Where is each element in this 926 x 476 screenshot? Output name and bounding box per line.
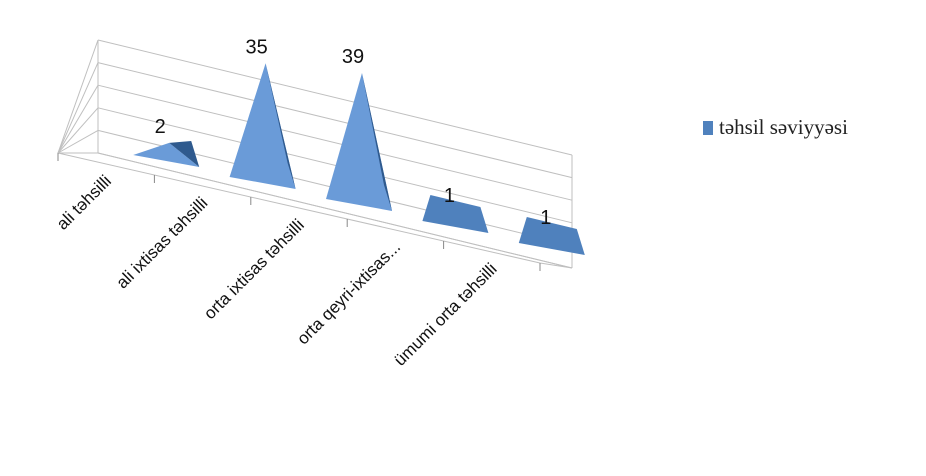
chart-floor bbox=[57, 152, 573, 269]
bar-3 bbox=[422, 195, 489, 233]
data-label-2: 39 bbox=[342, 46, 364, 68]
data-label-4: 1 bbox=[540, 207, 551, 229]
gridline-back bbox=[97, 84, 573, 201]
bar-side-1 bbox=[265, 63, 296, 189]
data-label-3: 1 bbox=[444, 185, 455, 207]
legend-label: təhsil səviyyəsi bbox=[719, 115, 848, 139]
category-label-3: orta qeyri-ixtisas... bbox=[293, 237, 404, 348]
gridline-back bbox=[97, 107, 573, 224]
bar-2 bbox=[326, 73, 392, 211]
category-label-1: ali ixtisas təhsilli bbox=[112, 193, 211, 292]
gridline-side bbox=[57, 107, 99, 154]
legend: təhsil səviyyəsi bbox=[703, 115, 848, 140]
gridline-side bbox=[57, 129, 99, 154]
bar-1 bbox=[229, 63, 296, 189]
bar-0 bbox=[133, 142, 200, 167]
category-label-2: orta ixtisas təhsilli bbox=[200, 215, 308, 323]
gridline-back bbox=[97, 62, 573, 179]
legend-swatch bbox=[703, 120, 713, 135]
bar-side-2 bbox=[362, 73, 392, 211]
bar-4 bbox=[518, 217, 585, 255]
category-label-4: ümumi orta təhsilli bbox=[390, 259, 500, 369]
gridline-back bbox=[97, 39, 573, 156]
gridline-side bbox=[57, 84, 99, 154]
data-label-0: 2 bbox=[155, 116, 166, 138]
category-label-0: ali təhsilli bbox=[53, 171, 115, 233]
gridline-side bbox=[57, 62, 99, 154]
data-label-1: 35 bbox=[245, 36, 267, 58]
gridline-side bbox=[57, 39, 99, 154]
bar-side-0 bbox=[169, 141, 200, 167]
